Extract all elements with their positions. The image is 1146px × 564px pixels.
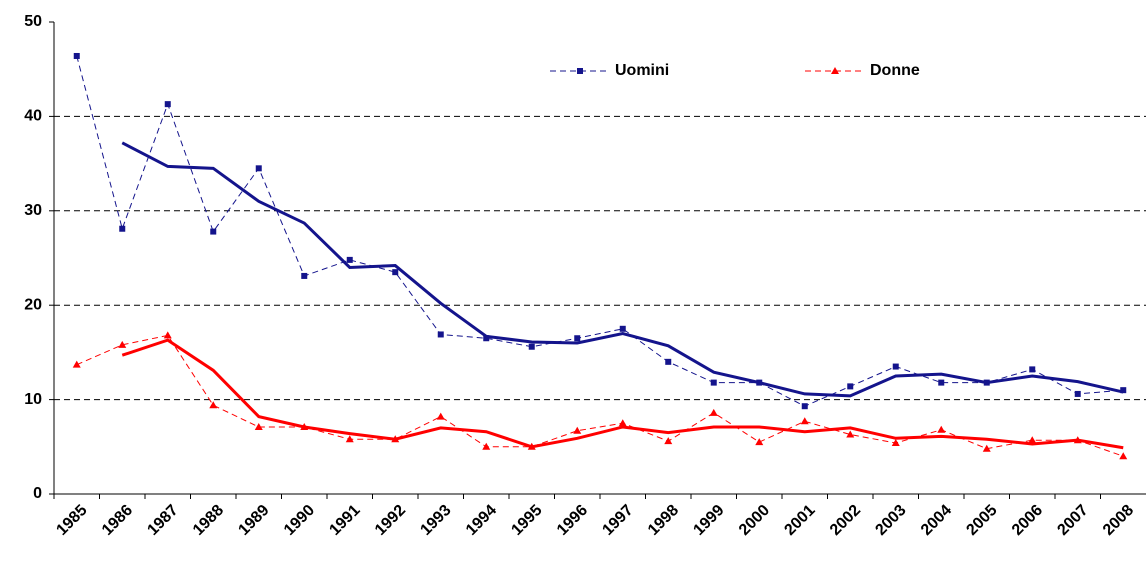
x-tick-label: 1986 (99, 502, 136, 539)
point (710, 379, 717, 386)
point (392, 269, 399, 276)
legend-label: Donne (870, 62, 920, 79)
point (709, 408, 718, 416)
point (436, 412, 445, 420)
x-tick-label: 2006 (1009, 502, 1046, 539)
point (892, 363, 899, 370)
trend-line (121, 338, 1124, 450)
point (1120, 387, 1127, 394)
point (938, 379, 945, 386)
legend-marker (577, 68, 583, 74)
point (1028, 436, 1037, 444)
x-tick-label: 1987 (144, 502, 181, 539)
point (574, 335, 581, 342)
x-tick-label: 2000 (736, 502, 773, 539)
point (801, 403, 808, 410)
point (800, 417, 809, 425)
point (846, 430, 855, 438)
point (665, 358, 672, 365)
data-line (76, 334, 1124, 457)
point (346, 256, 353, 263)
point (209, 401, 218, 409)
point (72, 360, 81, 368)
legend-label: Uomini (615, 62, 669, 79)
point (755, 438, 764, 446)
x-tick-label: 1993 (417, 502, 454, 539)
x-tick-label: 2003 (872, 502, 909, 539)
x-tick-label: 1995 (508, 502, 545, 539)
point (528, 343, 535, 350)
point (255, 165, 262, 172)
x-tick-label: 1998 (645, 502, 682, 539)
y-tick-label: 40 (24, 108, 42, 125)
point (618, 419, 627, 427)
x-tick-label: 1992 (372, 502, 409, 539)
point (345, 435, 354, 443)
point (482, 442, 491, 450)
point (437, 331, 444, 338)
x-tick-label: 2001 (781, 502, 818, 539)
x-tick-label: 1985 (53, 502, 90, 539)
point (164, 101, 171, 108)
x-tick-label: 1990 (281, 502, 318, 539)
point (664, 437, 673, 445)
point (210, 228, 217, 235)
y-tick-label: 20 (24, 296, 42, 313)
point (483, 335, 490, 342)
x-tick-label: 2007 (1054, 502, 1091, 539)
x-tick-label: 1996 (554, 502, 591, 539)
legend-marker (831, 67, 839, 74)
point (73, 52, 80, 59)
x-tick-label: 2005 (963, 502, 1000, 539)
trend-line (121, 141, 1124, 398)
point (937, 425, 946, 433)
point (163, 331, 172, 339)
point (1029, 366, 1036, 373)
x-tick-label: 1994 (463, 502, 500, 539)
x-tick-label: 1991 (326, 502, 363, 539)
point (119, 225, 126, 232)
point (573, 426, 582, 434)
x-tick-label: 2008 (1100, 502, 1137, 539)
point (1074, 390, 1081, 397)
x-tick-label: 1999 (690, 502, 727, 539)
point (254, 422, 263, 430)
x-tick-label: 1989 (235, 502, 272, 539)
point (118, 340, 127, 348)
point (1119, 452, 1128, 460)
point (847, 383, 854, 390)
x-tick-label: 1988 (190, 502, 227, 539)
point (301, 272, 308, 279)
point (891, 439, 900, 447)
y-tick-label: 0 (33, 485, 42, 502)
data-line (76, 55, 1124, 407)
x-tick-label: 2004 (918, 502, 955, 539)
x-tick-label: 1997 (599, 502, 636, 539)
y-tick-label: 50 (24, 13, 42, 30)
x-tick-label: 2002 (827, 502, 864, 539)
y-tick-label: 10 (24, 391, 42, 408)
y-tick-label: 30 (24, 202, 42, 219)
point (982, 444, 991, 452)
point (619, 325, 626, 332)
